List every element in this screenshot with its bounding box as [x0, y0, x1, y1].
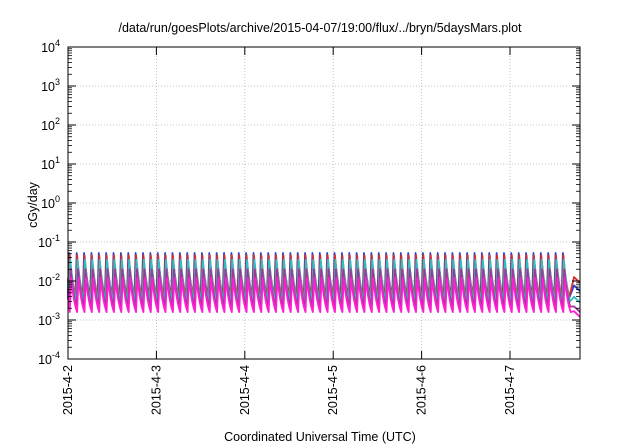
series-line [67, 277, 581, 318]
x-tick-label: 2015-4-3 [149, 365, 163, 415]
x-tick-label: 2015-4-5 [326, 365, 340, 415]
y-tick-label: 100 [41, 194, 60, 211]
grid-lines [68, 47, 580, 359]
y-tick-label: 101 [41, 155, 60, 172]
y-tick-label: 10-1 [38, 233, 60, 250]
y-tick-label: 10-4 [38, 350, 60, 367]
y-tick-label: 102 [41, 116, 60, 133]
x-axis-label: Coordinated Universal Time (UTC) [224, 430, 416, 444]
x-tick-label: 2015-4-6 [415, 365, 429, 415]
x-tick-label: 2015-4-2 [61, 365, 75, 415]
y-tick-label: 103 [41, 77, 60, 94]
x-tick-label: 2015-4-4 [238, 365, 252, 415]
y-tick-label: 104 [41, 38, 60, 55]
x-tick-label: 2015-4-7 [503, 365, 517, 415]
axis-ticks: 10-4 10-3 10-2 10-1 100 101 102 103 104 2015-4-2 2… [38, 38, 580, 415]
y-tick-label: 10-3 [38, 311, 60, 328]
y-tick-label: 10-2 [38, 272, 60, 289]
series-group [67, 252, 581, 318]
chart-title: /data/run/goesPlots/archive/2015-04-07/1… [118, 21, 522, 35]
